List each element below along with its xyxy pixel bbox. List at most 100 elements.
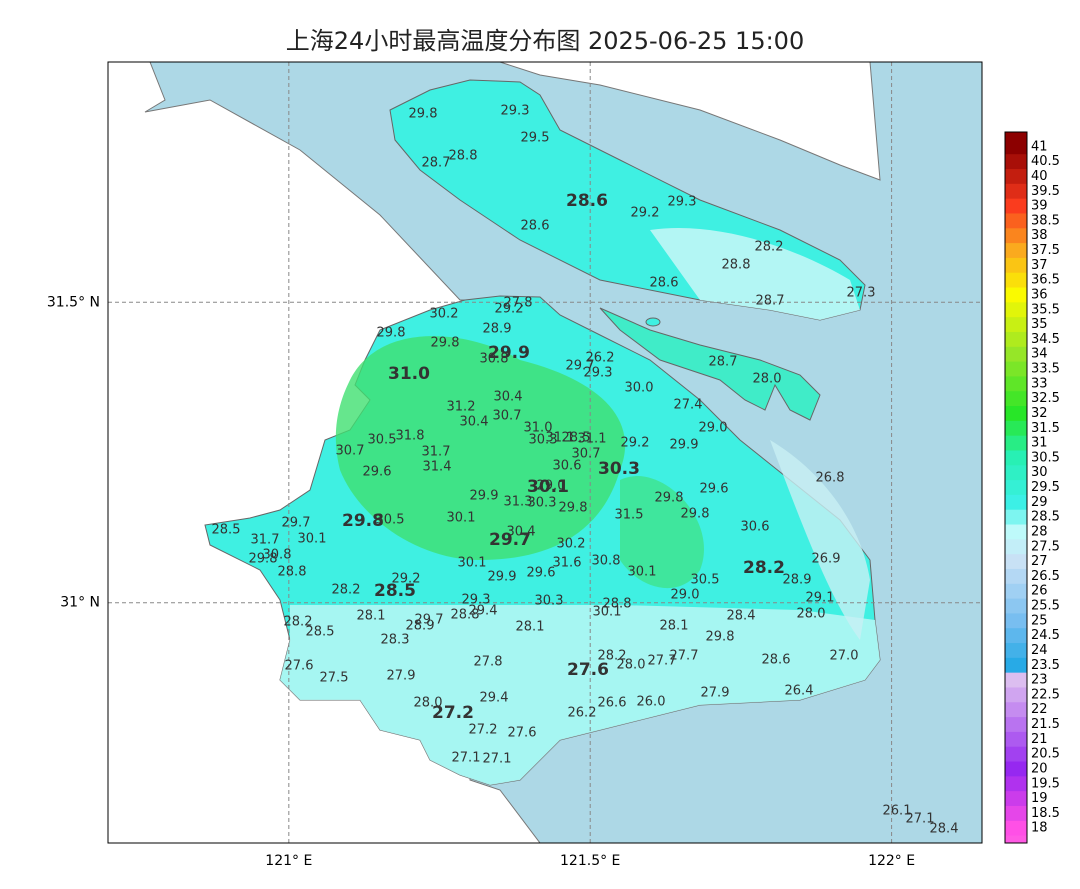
colorbar-label: 40 bbox=[1031, 169, 1048, 184]
station-value: 29.6 bbox=[363, 465, 392, 480]
station-value: 26.2 bbox=[586, 351, 615, 366]
colorbar-label: 30 bbox=[1031, 465, 1048, 480]
colorbar-label: 25 bbox=[1031, 613, 1048, 628]
colorbar-cell bbox=[1005, 687, 1027, 703]
station-value: 31.6 bbox=[553, 556, 582, 571]
station-value: 30.3 bbox=[598, 459, 640, 479]
colorbar-label: 21 bbox=[1031, 732, 1048, 747]
colorbar-label: 37.5 bbox=[1031, 243, 1060, 258]
colorbar-label: 27.5 bbox=[1031, 539, 1060, 554]
warm-area bbox=[620, 476, 704, 589]
station-value: 28.8 bbox=[603, 597, 632, 612]
colorbar-cell bbox=[1005, 568, 1027, 585]
colorbar-label: 24 bbox=[1031, 643, 1048, 658]
station-value: 28.0 bbox=[617, 658, 646, 673]
station-value: 28.5 bbox=[562, 431, 591, 446]
colorbar-cell bbox=[1005, 657, 1027, 674]
station-value: 28.6 bbox=[762, 653, 791, 668]
colorbar-label: 27 bbox=[1031, 554, 1048, 569]
x-tick-label: 121° E bbox=[265, 853, 312, 869]
station-value: 29.0 bbox=[537, 479, 566, 494]
station-value: 29.8 bbox=[249, 552, 278, 567]
colorbar-cell bbox=[1005, 198, 1027, 214]
station-value: 28.1 bbox=[660, 619, 689, 634]
station-value: 28.6 bbox=[650, 276, 679, 291]
colorbar-label: 38.5 bbox=[1031, 213, 1060, 228]
station-value: 30.4 bbox=[494, 390, 523, 405]
station-value: 28.7 bbox=[756, 294, 785, 309]
station-value: 30.6 bbox=[741, 520, 770, 535]
station-value: 30.3 bbox=[528, 496, 557, 511]
colorbar-cell bbox=[1005, 480, 1027, 496]
cool-area bbox=[770, 440, 870, 640]
station-value: 28.8 bbox=[278, 565, 307, 580]
station-value: 29.7 bbox=[282, 516, 311, 531]
station-value: 28.6 bbox=[521, 219, 550, 234]
station-value: 31.3 bbox=[504, 495, 533, 510]
station-value: 28.6 bbox=[566, 191, 608, 211]
colorbar-cell bbox=[1005, 791, 1027, 807]
colorbar-label: 28.5 bbox=[1031, 510, 1060, 525]
station-value: 29.8 bbox=[377, 326, 406, 341]
station-value: 26.2 bbox=[568, 706, 597, 721]
station-value: 29.0 bbox=[699, 421, 728, 436]
colorbar-label: 26.5 bbox=[1031, 569, 1060, 584]
colorbar-cell bbox=[1005, 302, 1027, 318]
station-value: 27.8 bbox=[504, 296, 533, 311]
station-value: 31.5 bbox=[615, 508, 644, 523]
station-value: 30.8 bbox=[592, 554, 621, 569]
colorbar-label: 20 bbox=[1031, 761, 1048, 776]
colorbar-label: 36 bbox=[1031, 287, 1048, 302]
title: 上海24小时最高温度分布图 2025-06-25 15:00 bbox=[286, 27, 804, 55]
station-value: 26.8 bbox=[816, 471, 845, 486]
colorbar-label: 36.5 bbox=[1031, 273, 1060, 288]
colorbar-bottom bbox=[1005, 835, 1027, 843]
station-value: 27.7 bbox=[648, 654, 677, 669]
station-value: 27.9 bbox=[387, 669, 416, 684]
station-value: 31.8 bbox=[396, 429, 425, 444]
colorbar-label: 38 bbox=[1031, 228, 1048, 243]
colorbar-cell bbox=[1005, 420, 1027, 437]
colorbar-cell bbox=[1005, 331, 1027, 348]
colorbar-label: 22 bbox=[1031, 702, 1048, 717]
station-value: 29.8 bbox=[706, 630, 735, 645]
station-value: 31.2 bbox=[447, 400, 476, 415]
station-value: 30.1 bbox=[447, 511, 476, 526]
colorbar-label: 26 bbox=[1031, 584, 1048, 599]
colorbar-cell bbox=[1005, 183, 1027, 200]
station-value: 26.4 bbox=[785, 684, 814, 699]
station-value: 30.6 bbox=[553, 459, 582, 474]
colorbar-cell bbox=[1005, 731, 1027, 748]
colorbar-label: 35.5 bbox=[1031, 302, 1060, 317]
station-value: 29.9 bbox=[670, 438, 699, 453]
station-value: 29.7 bbox=[566, 359, 595, 374]
station-value: 28.0 bbox=[753, 372, 782, 387]
colorbar-cell bbox=[1005, 598, 1027, 614]
station-value: 27.8 bbox=[474, 655, 503, 670]
colorbar-cell bbox=[1005, 317, 1027, 333]
station-value: 27.6 bbox=[567, 660, 609, 680]
colorbar-label: 33.5 bbox=[1031, 362, 1060, 377]
station-value: 29.4 bbox=[469, 604, 498, 619]
colorbar-cell bbox=[1005, 820, 1027, 837]
station-value: 29.9 bbox=[488, 570, 517, 585]
colorbar-label: 29 bbox=[1031, 495, 1048, 510]
station-value: 28.4 bbox=[727, 609, 756, 624]
colorbar-cell bbox=[1005, 554, 1027, 570]
station-value: 31.0 bbox=[388, 364, 430, 384]
station-value: 28.4 bbox=[930, 822, 959, 837]
colorbar-cell bbox=[1005, 539, 1027, 555]
colorbar-cell bbox=[1005, 406, 1027, 422]
station-value: 30.1 bbox=[527, 477, 569, 497]
colorbar-cell bbox=[1005, 805, 1027, 822]
colorbar-cell bbox=[1005, 139, 1027, 155]
map: 29.8 29.329.528.728.828.629.229.328.628.2… bbox=[108, 62, 982, 843]
station-value: 29.8 bbox=[431, 336, 460, 351]
station-value: 30.1 bbox=[593, 605, 622, 620]
colorbar-cell bbox=[1005, 213, 1027, 229]
station-value: 30.7 bbox=[336, 444, 365, 459]
cool-area bbox=[650, 228, 860, 320]
colorbar-cell bbox=[1005, 228, 1027, 244]
station-value: 28.9 bbox=[406, 619, 435, 634]
